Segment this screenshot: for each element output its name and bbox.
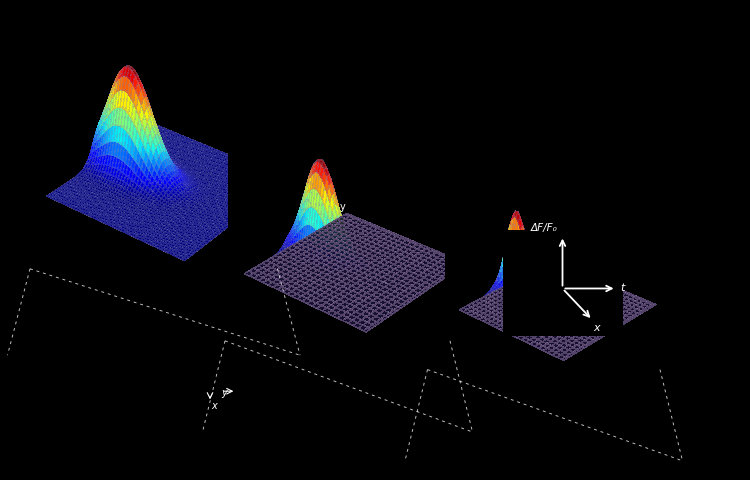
Text: t: t [620,284,625,293]
Text: y: y [221,388,227,398]
Text: x: x [211,401,217,411]
Text: x: x [592,324,599,333]
Text: ΔF/F₀: ΔF/F₀ [531,223,558,232]
